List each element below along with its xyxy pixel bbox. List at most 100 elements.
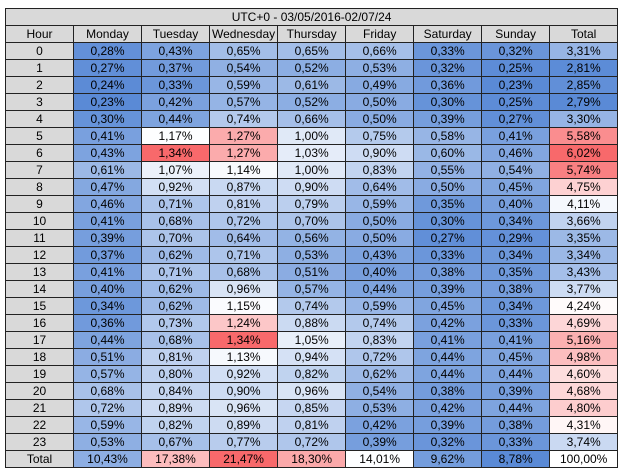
cell: 0,33%	[141, 76, 210, 94]
cell: 0,42%	[141, 93, 210, 111]
cell: Sunday	[481, 25, 551, 43]
cell: 3,74%	[549, 433, 619, 451]
cell: 0,51%	[277, 263, 347, 281]
sheet: UTC+0 - 03/05/2016-02/07/24 Hour Monday Tu…	[4, 8, 619, 468]
cell: 0,41%	[73, 212, 142, 230]
cell: 4,75%	[549, 178, 619, 196]
cell: 0,29%	[481, 229, 551, 247]
cell: 0,40%	[481, 195, 551, 213]
data-row: 10 0,41% 0,68% 0,72% 0,70% 0,50% 0,30% 0,34% 3,6…	[5, 212, 619, 230]
cell: 0,65%	[277, 42, 347, 60]
cell: 0,38%	[413, 263, 483, 281]
cell: 3,31%	[549, 42, 619, 60]
cell: 9,62%	[413, 450, 483, 468]
cell: 2,85%	[549, 76, 619, 94]
row-label: 18	[5, 348, 74, 366]
cell: 0,34%	[73, 297, 142, 315]
cell: 0,84%	[141, 382, 210, 400]
cell: 0,59%	[345, 195, 415, 213]
cell: 0,68%	[141, 331, 210, 349]
data-row: 23 0,53% 0,67% 0,77% 0,72% 0,39% 0,32% 0,33% 3,7…	[5, 433, 619, 451]
cell: 0,90%	[345, 144, 415, 162]
cell: 2,79%	[549, 93, 619, 111]
cell: 0,39%	[413, 110, 483, 128]
cell: 0,42%	[345, 416, 415, 434]
cell: 1,00%	[277, 127, 347, 145]
cell: 0,34%	[481, 246, 551, 264]
cell: 0,62%	[141, 246, 210, 264]
row-label: 4	[5, 110, 74, 128]
data-row: 14 0,40% 0,62% 0,96% 0,57% 0,44% 0,39% 0,38% 3,7…	[5, 280, 619, 298]
cell: 0,24%	[73, 76, 142, 94]
cell: 0,72%	[345, 348, 415, 366]
cell: 0,23%	[481, 76, 551, 94]
row-label: Hour	[5, 25, 74, 43]
cell: 0,50%	[345, 110, 415, 128]
cell: 5,16%	[549, 331, 619, 349]
cell: 0,43%	[73, 144, 142, 162]
cell: 0,94%	[277, 348, 347, 366]
row-label: 13	[5, 263, 74, 281]
cell: 5,58%	[549, 127, 619, 145]
cell: Total	[549, 25, 619, 43]
cell: 0,83%	[345, 331, 415, 349]
cell: 0,61%	[277, 76, 347, 94]
cell: 4,11%	[549, 195, 619, 213]
cell: 0,46%	[481, 144, 551, 162]
cell: 0,57%	[73, 365, 142, 383]
cell: 0,27%	[413, 229, 483, 247]
cell: 0,88%	[277, 314, 347, 332]
cell: 4,60%	[549, 365, 619, 383]
cell: 0,25%	[481, 59, 551, 77]
cell: 3,66%	[549, 212, 619, 230]
cell: 0,74%	[277, 297, 347, 315]
cell: 0,32%	[413, 59, 483, 77]
cell: 0,52%	[277, 93, 347, 111]
row-label: 0	[5, 42, 74, 60]
cell: 0,33%	[413, 42, 483, 60]
cell: 1,17%	[141, 127, 210, 145]
cell: 0,38%	[413, 382, 483, 400]
cell: 0,74%	[345, 314, 415, 332]
cell: 0,45%	[413, 297, 483, 315]
cell: 0,59%	[73, 416, 142, 434]
cell: 0,33%	[413, 246, 483, 264]
row-label: 16	[5, 314, 74, 332]
cell: 0,45%	[481, 348, 551, 366]
cell: 4,68%	[549, 382, 619, 400]
row-label: 11	[5, 229, 74, 247]
cell: 4,80%	[549, 399, 619, 417]
row-label: 10	[5, 212, 74, 230]
cell: 0,50%	[345, 93, 415, 111]
row-label: 3	[5, 93, 74, 111]
cell: 0,43%	[345, 246, 415, 264]
cell: 14,01%	[345, 450, 415, 468]
cell: 0,70%	[141, 229, 210, 247]
data-row: 9 0,46% 0,71% 0,81% 0,79% 0,59% 0,35% 0,40% 4,11…	[5, 195, 619, 213]
cell: 0,82%	[277, 365, 347, 383]
cell: 1,00%	[277, 161, 347, 179]
cell: 4,24%	[549, 297, 619, 315]
cell: 0,92%	[208, 365, 279, 383]
cell: 0,23%	[73, 93, 142, 111]
cell: 0,38%	[481, 416, 551, 434]
data-row: 7 0,61% 1,07% 1,14% 1,00% 0,83% 0,55% 0,54% 5,74…	[5, 161, 619, 179]
cell: 0,41%	[413, 331, 483, 349]
cell: 0,81%	[277, 416, 347, 434]
row-label: 14	[5, 280, 74, 298]
row-label: 8	[5, 178, 74, 196]
cell: 0,44%	[413, 365, 483, 383]
cell: 0,90%	[208, 382, 279, 400]
cell: 0,64%	[345, 178, 415, 196]
cell: 0,54%	[208, 59, 279, 77]
data-row: 13 0,41% 0,71% 0,68% 0,51% 0,40% 0,38% 0,35% 3,4…	[5, 263, 619, 281]
cell: 0,40%	[345, 263, 415, 281]
row-label: 6	[5, 144, 74, 162]
cell: Friday	[345, 25, 415, 43]
cell: Thursday	[277, 25, 347, 43]
cell: 18,30%	[277, 450, 347, 468]
cell: 0,41%	[481, 127, 551, 145]
cell: 0,34%	[481, 297, 551, 315]
cell: 5,74%	[549, 161, 619, 179]
row-label: 2	[5, 76, 74, 94]
